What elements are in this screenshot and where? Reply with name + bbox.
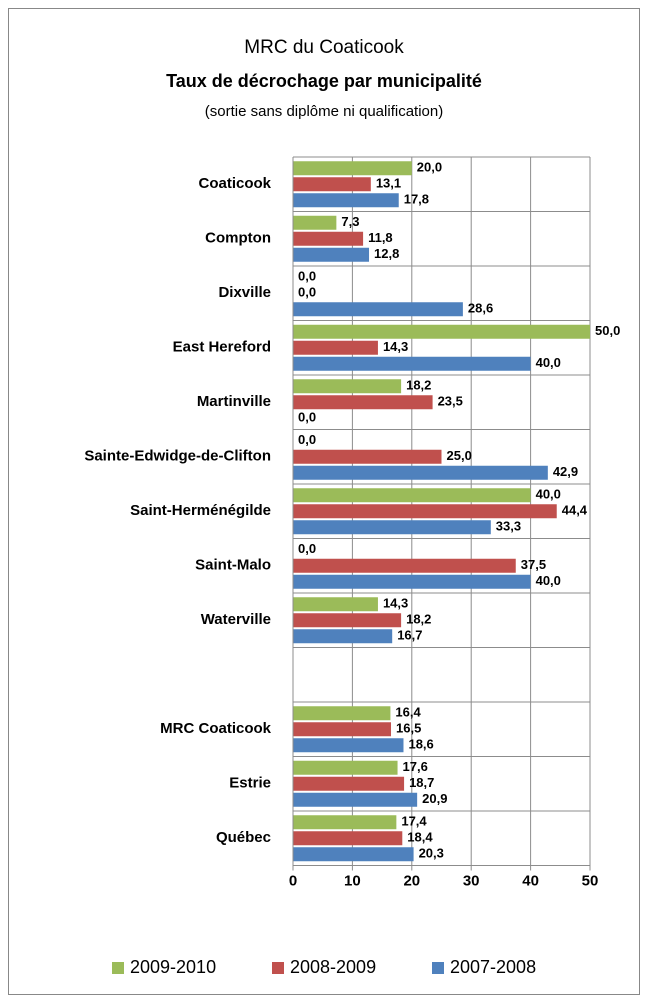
bar: [293, 395, 433, 410]
bar: [293, 449, 442, 464]
bar: [293, 792, 418, 807]
legend-label: 2009-2010: [130, 957, 216, 977]
value-label: 28,6: [468, 301, 493, 316]
value-label: 40,0: [536, 355, 561, 370]
legend-label: 2007-2008: [450, 957, 536, 977]
y-tick-label: Dixville: [218, 284, 271, 301]
y-tick-label: Saint-Herménégilde: [130, 502, 271, 519]
bar: [293, 815, 397, 830]
bar: [293, 706, 391, 721]
value-label: 40,0: [536, 573, 561, 588]
value-label: 13,1: [376, 176, 401, 191]
value-label: 44,4: [562, 503, 588, 518]
x-tick-label: 20: [403, 872, 420, 889]
bar: [293, 356, 531, 371]
value-label: 17,4: [401, 814, 427, 829]
x-tick-label: 10: [344, 872, 361, 889]
bar: [293, 629, 393, 644]
value-label: 17,6: [403, 759, 428, 774]
bar: [293, 776, 405, 791]
value-label: 18,6: [408, 737, 433, 752]
value-label: 7,3: [341, 214, 359, 229]
bar: [293, 324, 590, 339]
bar: [293, 574, 531, 589]
value-label: 0,0: [298, 541, 316, 556]
value-label: 18,2: [406, 612, 431, 627]
value-label: 18,2: [406, 378, 431, 393]
bar: [293, 722, 392, 737]
x-tick-label: 30: [463, 872, 480, 889]
y-tick-label: East Hereford: [173, 339, 271, 356]
value-label: 0,0: [298, 410, 316, 425]
value-label: 16,5: [396, 721, 421, 736]
value-label: 17,8: [404, 192, 429, 207]
y-tick-label: Saint-Malo: [195, 557, 271, 574]
chart-title: MRC du Coaticook: [244, 37, 404, 58]
bar: [293, 488, 531, 503]
value-label: 14,3: [383, 596, 408, 611]
value-label: 0,0: [298, 285, 316, 300]
legend-swatch: [432, 962, 444, 974]
bar: [293, 831, 403, 846]
chart-note: (sortie sans diplôme ni qualification): [205, 103, 443, 120]
value-label: 16,4: [395, 705, 421, 720]
bar: [293, 302, 463, 317]
y-tick-label: MRC Coaticook: [160, 720, 271, 737]
value-label: 11,8: [368, 230, 393, 245]
y-tick-label: Martinville: [197, 393, 271, 410]
bar: [293, 177, 371, 192]
value-label: 0,0: [298, 432, 316, 447]
bar: [293, 379, 402, 394]
y-tick-label: Compton: [205, 230, 271, 247]
legend-label: 2008-2009: [290, 957, 376, 977]
bar: [293, 161, 412, 176]
legend-swatch: [112, 962, 124, 974]
value-label: 37,5: [521, 557, 546, 572]
x-tick-label: 40: [522, 872, 539, 889]
bar: [293, 247, 370, 262]
bar: [293, 847, 414, 862]
value-label: 20,0: [417, 160, 442, 175]
x-tick-label: 0: [289, 872, 297, 889]
chart-subtitle: Taux de décrochage par municipalité: [166, 71, 482, 91]
bar: [293, 738, 404, 753]
value-label: 16,7: [397, 628, 422, 643]
value-label: 25,0: [447, 448, 472, 463]
y-tick-label: Québec: [216, 829, 271, 846]
value-label: 18,4: [407, 830, 433, 845]
bar: [293, 597, 378, 612]
value-label: 23,5: [438, 394, 463, 409]
bar: [293, 613, 402, 628]
bar: [293, 558, 516, 573]
y-tick-label: Estrie: [229, 775, 271, 792]
bar: [293, 215, 337, 230]
bar: [293, 193, 399, 208]
y-tick-label: Waterville: [201, 611, 271, 628]
legend-swatch: [272, 962, 284, 974]
bar: [293, 504, 557, 519]
y-tick-label: Sainte-Edwidge-de-Clifton: [84, 448, 271, 465]
y-tick-label: Coaticook: [198, 175, 271, 192]
bar: [293, 465, 548, 480]
value-label: 12,8: [374, 246, 399, 261]
bar: [293, 760, 398, 775]
value-label: 40,0: [536, 487, 561, 502]
bar: [293, 231, 364, 246]
value-label: 18,7: [409, 775, 434, 790]
value-label: 20,3: [419, 846, 444, 861]
bar: [293, 520, 491, 535]
value-label: 20,9: [422, 791, 447, 806]
x-tick-label: 50: [582, 872, 599, 889]
value-label: 0,0: [298, 269, 316, 284]
value-label: 14,3: [383, 339, 408, 354]
value-label: 50,0: [595, 323, 620, 338]
bar: [293, 340, 378, 355]
value-label: 42,9: [553, 464, 578, 479]
value-label: 33,3: [496, 519, 521, 534]
